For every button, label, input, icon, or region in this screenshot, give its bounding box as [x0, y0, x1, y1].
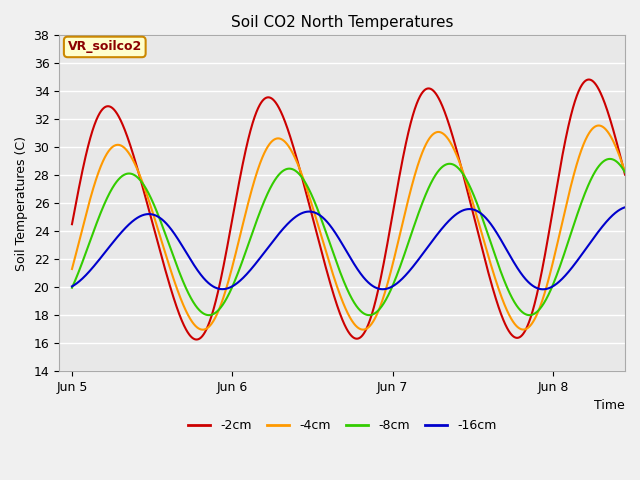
- -2cm: [585, 77, 593, 83]
- X-axis label: Time: Time: [595, 399, 625, 412]
- -16cm: [540, 287, 547, 292]
- -4cm: [323, 251, 330, 256]
- -4cm: [97, 165, 104, 171]
- -2cm: [97, 109, 104, 115]
- Legend: -2cm, -4cm, -8cm, -16cm: -2cm, -4cm, -8cm, -16cm: [182, 414, 502, 437]
- -2cm: [323, 267, 330, 273]
- -8cm: [605, 156, 612, 162]
- Line: -8cm: -8cm: [72, 159, 625, 315]
- -2cm: [504, 326, 511, 332]
- -4cm: [605, 132, 613, 137]
- -4cm: [199, 327, 207, 333]
- -16cm: [97, 255, 104, 261]
- -8cm: [605, 156, 613, 162]
- -2cm: [68, 221, 76, 227]
- -2cm: [605, 114, 613, 120]
- Line: -16cm: -16cm: [72, 207, 625, 289]
- -2cm: [337, 314, 345, 320]
- -16cm: [605, 216, 613, 221]
- Line: -4cm: -4cm: [72, 126, 625, 330]
- -16cm: [621, 204, 629, 210]
- -4cm: [504, 309, 511, 315]
- -16cm: [504, 248, 511, 254]
- -2cm: [621, 172, 629, 178]
- -16cm: [337, 239, 345, 245]
- -8cm: [621, 169, 629, 175]
- -4cm: [68, 266, 76, 272]
- -8cm: [68, 285, 76, 291]
- -8cm: [337, 272, 345, 277]
- -16cm: [605, 216, 612, 222]
- -8cm: [97, 211, 104, 217]
- -4cm: [337, 295, 345, 301]
- -8cm: [606, 156, 614, 162]
- -8cm: [323, 231, 330, 237]
- -2cm: [193, 336, 200, 342]
- -4cm: [595, 123, 602, 129]
- -8cm: [205, 312, 212, 318]
- Title: Soil CO2 North Temperatures: Soil CO2 North Temperatures: [231, 15, 453, 30]
- -4cm: [621, 169, 629, 175]
- Text: VR_soilco2: VR_soilco2: [68, 40, 142, 53]
- -4cm: [605, 131, 613, 137]
- Y-axis label: Soil Temperatures (C): Soil Temperatures (C): [15, 136, 28, 271]
- -8cm: [504, 286, 511, 292]
- -16cm: [323, 218, 330, 224]
- -2cm: [605, 115, 613, 120]
- -16cm: [68, 284, 76, 289]
- Line: -2cm: -2cm: [72, 80, 625, 339]
